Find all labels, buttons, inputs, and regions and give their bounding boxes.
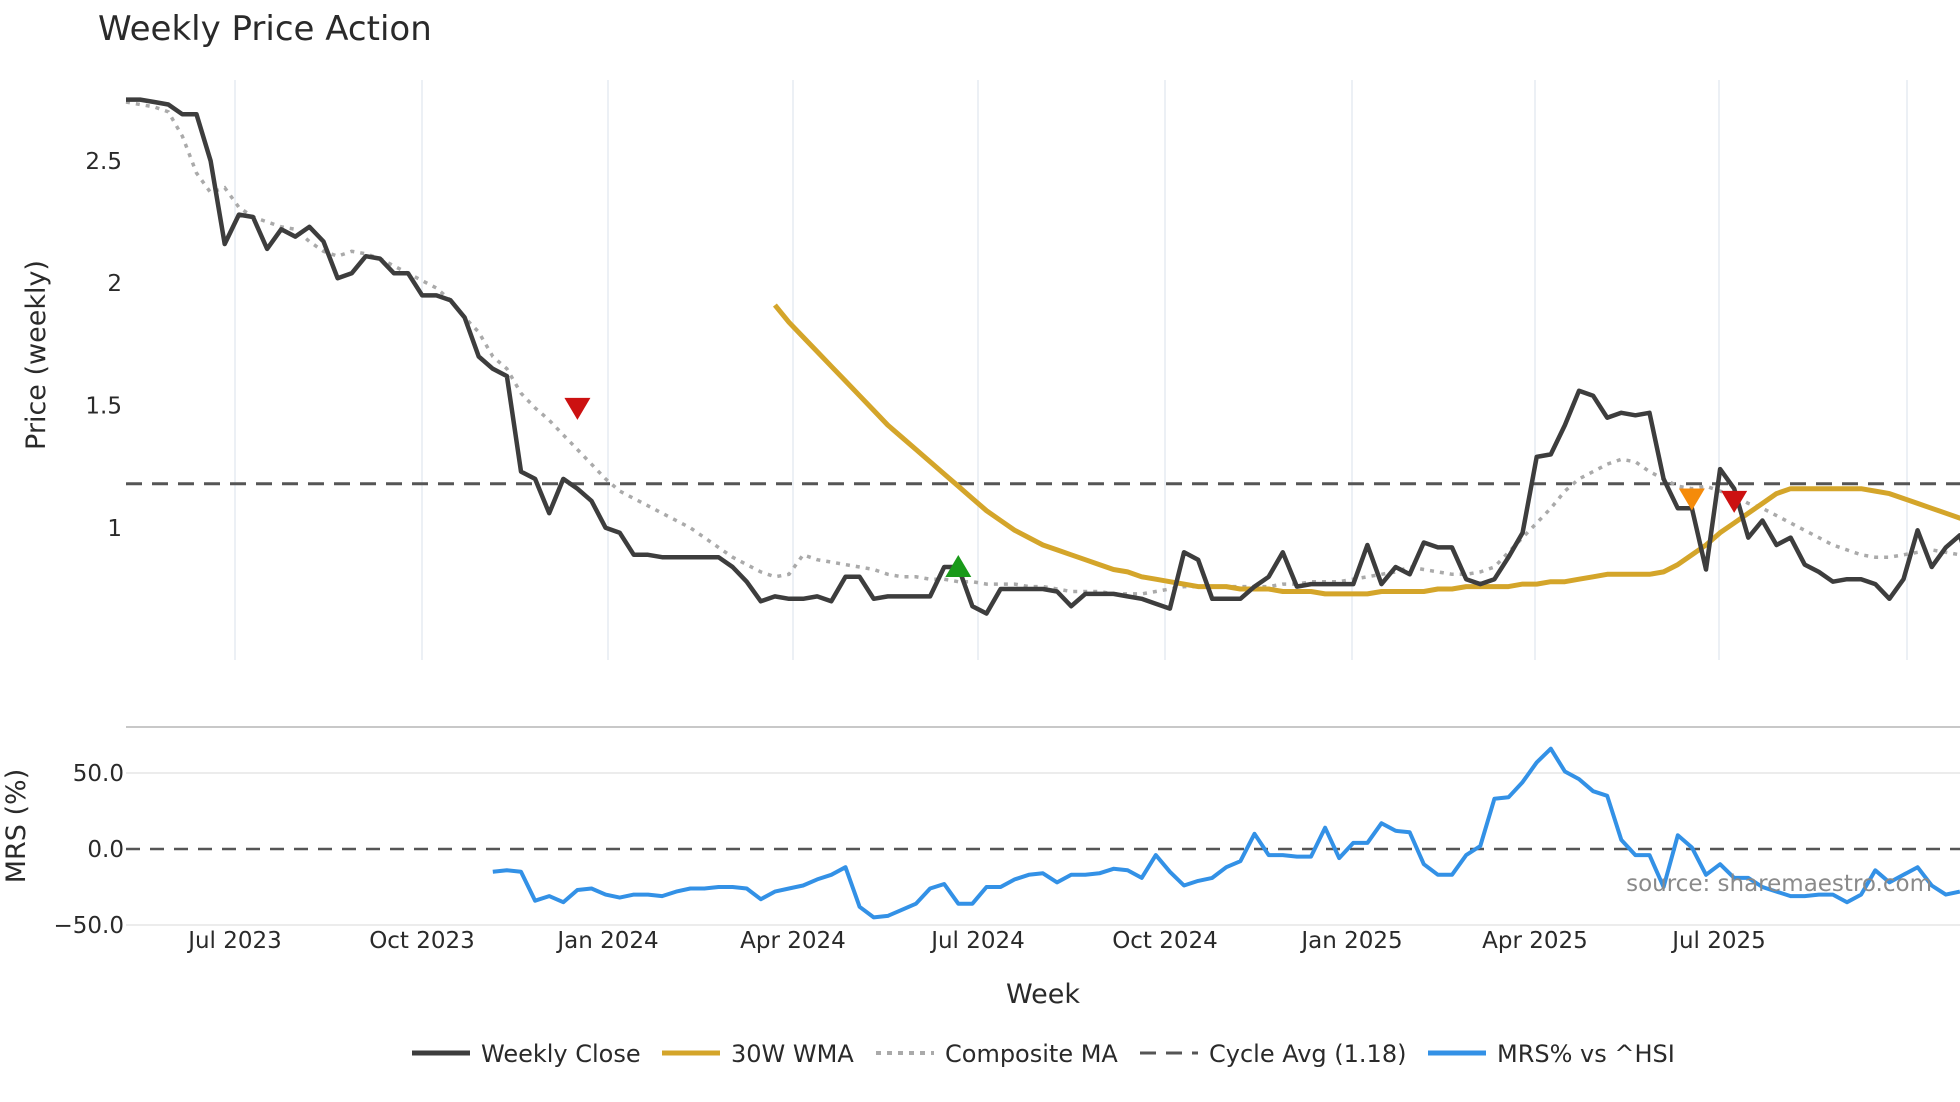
x-tick-label: Jul 2025 (1670, 928, 1766, 954)
mrs-y-tick-label: −50.0 (54, 913, 124, 939)
weekly-close-line (126, 97, 1960, 616)
mrs-y-ticks: 50.0 0.0 −50.0 (54, 761, 124, 939)
price-y-tick-label: 1 (107, 516, 122, 542)
warn-signal-marker (1678, 488, 1705, 511)
x-tick-label: Jul 2023 (186, 928, 282, 954)
mrs-y-tick-label: 0.0 (87, 837, 124, 863)
x-tick-label: Apr 2025 (1482, 928, 1588, 954)
mrs-y-label: MRS (%) (1, 769, 32, 884)
x-tick-label: Oct 2024 (1112, 928, 1218, 954)
wma-30w-line (772, 303, 1960, 597)
x-tick-label: Apr 2024 (740, 928, 846, 954)
signal-markers (564, 397, 1748, 578)
legend-label-composite: Composite MA (945, 1040, 1118, 1068)
legend-label-mrs: MRS% vs ^HSI (1497, 1040, 1675, 1068)
x-tick-label: Jan 2024 (555, 928, 658, 954)
price-y-tick-label: 1.5 (85, 393, 122, 419)
x-tick-label: Jan 2025 (1299, 928, 1402, 954)
legend: Weekly Close 30W WMA Composite MA Cycle … (412, 1040, 1675, 1068)
x-axis-label: Week (1006, 979, 1080, 1010)
composite-ma-line (125, 100, 1960, 596)
legend-label-wma: 30W WMA (731, 1040, 854, 1068)
sell-signal-marker (1721, 490, 1748, 513)
price-y-tick-label: 2.5 (85, 149, 122, 175)
series-layer (125, 97, 1960, 920)
mrs-grid (126, 772, 1960, 926)
price-y-ticks: 1 1.5 2 2.5 (85, 149, 122, 542)
legend-label-cycle: Cycle Avg (1.18) (1209, 1040, 1406, 1068)
x-ticks: Jul 2023 Oct 2023 Jan 2024 Apr 2024 Jul 2024… (186, 928, 1766, 954)
buy-signal-marker (945, 555, 972, 578)
sell-signal-marker (564, 397, 591, 420)
chart-title: Weekly Price Action (98, 9, 432, 49)
mrs-y-tick-label: 50.0 (73, 761, 124, 787)
legend-label-close: Weekly Close (481, 1040, 641, 1068)
mrs-line (492, 746, 1960, 920)
x-tick-label: Jul 2024 (929, 928, 1025, 954)
price-y-tick-label: 2 (107, 271, 122, 297)
x-tick-label: Oct 2023 (369, 928, 475, 954)
price-y-label: Price (weekly) (21, 260, 52, 450)
source-label: source: sharemaestro.com (1626, 871, 1932, 897)
